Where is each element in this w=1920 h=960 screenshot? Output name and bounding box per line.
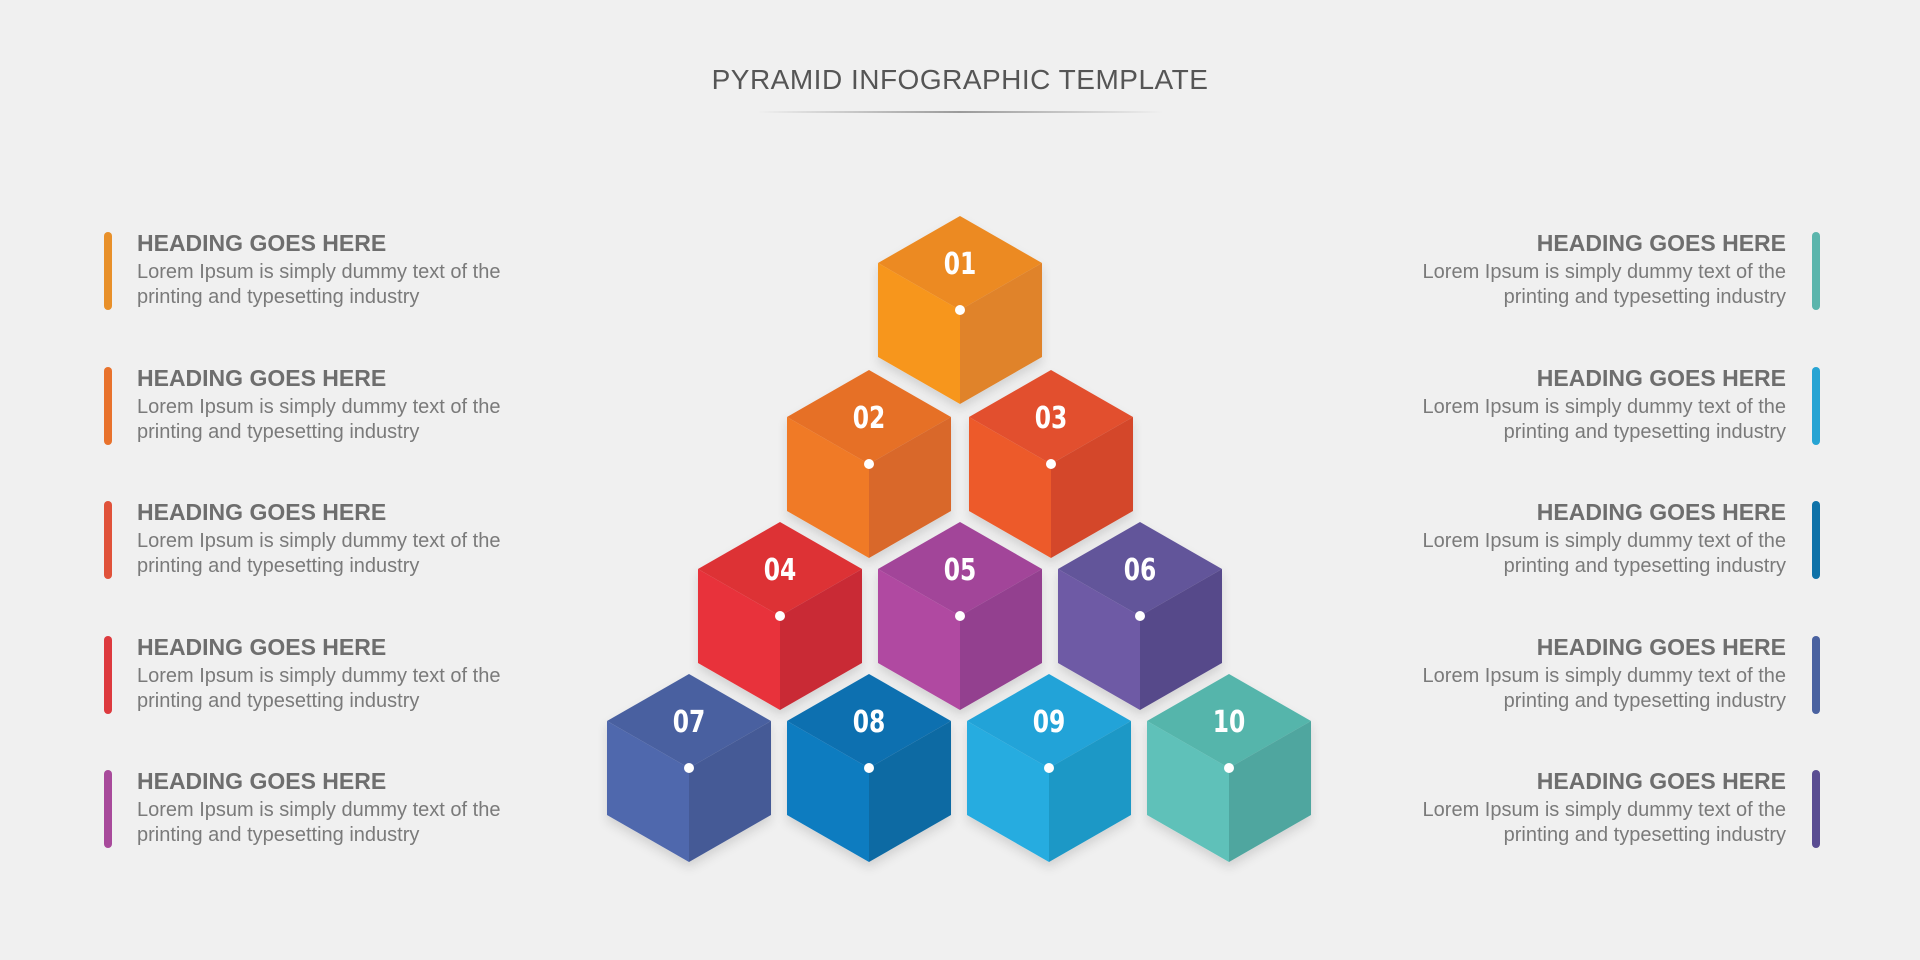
left-face [787,721,869,862]
item-description: Lorem Ipsum is simply dummy text of the p… [137,664,501,712]
page-title: PYRAMID INFOGRAPHIC TEMPLATE [711,64,1209,95]
item-description: Lorem Ipsum is simply dummy text of the p… [1422,664,1786,712]
left-face [878,263,960,404]
left-face [698,569,780,710]
center-dot [684,763,694,773]
right-face [689,721,771,862]
cube-03: 03 [969,370,1133,558]
accent-bar [104,366,112,445]
item-heading: HEADING GOES HERE [137,364,387,391]
item-heading: HEADING GOES HERE [1536,230,1786,256]
accent-bar [1812,770,1820,848]
item-description: Lorem Ipsum is simply dummy text of the p… [137,530,501,577]
cube-number: 06 [1124,553,1157,588]
right-face [960,569,1042,710]
item-heading: HEADING GOES HERE [137,768,387,794]
right-face [1140,569,1222,710]
cube-number: 01 [944,247,977,282]
center-dot [955,305,965,315]
right-item-1: HEADING GOES HERE Lorem Ipsum is simply … [1300,230,1820,310]
cube-09: 09 [967,674,1131,862]
right-face [1049,721,1131,862]
cube-number: 08 [853,705,886,740]
right-item-4: HEADING GOES HERE Lorem Ipsum is simply … [1300,634,1820,714]
cube-number: 03 [1035,401,1068,436]
item-heading: HEADING GOES HERE [1536,768,1786,794]
item-heading: HEADING GOES HERE [1536,364,1786,391]
item-description: Lorem Ipsum is simply dummy text of the p… [137,395,501,443]
right-item-3: HEADING GOES HERE Lorem Ipsum is simply … [1300,499,1820,579]
cube-06: 06 [1058,522,1222,710]
item-heading: HEADING GOES HERE [137,499,387,525]
left-face [878,569,960,710]
left-face [787,417,869,558]
left-item-3: HEADING GOES HERE Lorem Ipsum is simply … [104,499,624,579]
item-description: Lorem Ipsum is simply dummy text of the p… [1422,261,1786,308]
cube-number: 05 [944,553,977,588]
cube-08: 08 [787,674,951,862]
accent-bar [104,770,112,848]
cube-10: 10 [1147,674,1311,862]
center-dot [864,459,874,469]
cube-number: 10 [1213,705,1246,740]
item-description: Lorem Ipsum is simply dummy text of the p… [137,261,501,308]
center-dot [1135,611,1145,621]
accent-bar [1812,635,1820,714]
item-description: Lorem Ipsum is simply dummy text of the p… [1422,530,1786,577]
accent-bar [104,635,112,714]
cube-05: 05 [878,522,1042,710]
right-face [1229,721,1311,862]
item-description: Lorem Ipsum is simply dummy text of the p… [1422,395,1786,443]
center-dot [1046,459,1056,469]
cube-number: 07 [673,705,706,740]
center-dot [775,611,785,621]
item-heading: HEADING GOES HERE [137,633,387,660]
left-face [969,417,1051,558]
cube-number: 04 [764,553,797,588]
center-dot [1044,763,1054,773]
left-item-1: HEADING GOES HERE Lorem Ipsum is simply … [104,230,624,310]
accent-bar [104,501,112,579]
center-dot [1224,763,1234,773]
cube-number: 09 [1033,705,1066,740]
cube-number: 02 [853,401,886,436]
title-underline [757,111,1163,113]
accent-bar [1812,501,1820,579]
right-face [960,263,1042,404]
accent-bar [1812,232,1820,310]
left-item-4: HEADING GOES HERE Lorem Ipsum is simply … [104,634,624,714]
right-item-5: HEADING GOES HERE Lorem Ipsum is simply … [1300,768,1820,848]
cube-07: 07 [607,674,771,862]
item-description: Lorem Ipsum is simply dummy text of the p… [1422,799,1786,846]
right-item-2: HEADING GOES HERE Lorem Ipsum is simply … [1300,365,1820,445]
center-dot [864,763,874,773]
left-item-5: HEADING GOES HERE Lorem Ipsum is simply … [104,768,624,848]
accent-bar [1812,366,1820,445]
item-heading: HEADING GOES HERE [1536,499,1786,525]
cube-01: 01 [878,216,1042,404]
right-face [869,721,951,862]
item-description: Lorem Ipsum is simply dummy text of the p… [137,799,501,846]
left-item-2: HEADING GOES HERE Lorem Ipsum is simply … [104,365,624,445]
item-heading: HEADING GOES HERE [1536,633,1786,660]
item-heading: HEADING GOES HERE [137,230,387,256]
right-face [869,417,951,558]
center-dot [955,611,965,621]
right-face [780,569,862,710]
left-face [1147,721,1229,862]
left-face [607,721,689,862]
cube-04: 04 [698,522,862,710]
right-face [1051,417,1133,558]
left-face [967,721,1049,862]
left-face [1058,569,1140,710]
accent-bar [104,232,112,310]
cube-02: 02 [787,370,951,558]
